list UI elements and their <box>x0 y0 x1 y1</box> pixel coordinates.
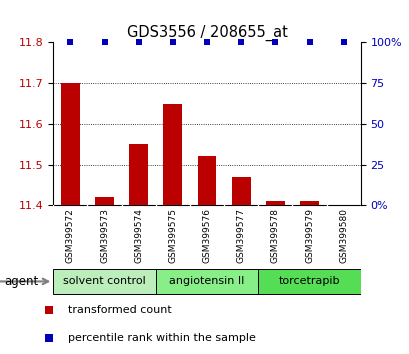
Bar <box>197 156 216 205</box>
Bar <box>231 177 250 205</box>
Text: percentile rank within the sample: percentile rank within the sample <box>67 333 255 343</box>
Text: angiotensin II: angiotensin II <box>169 276 244 286</box>
Bar <box>258 269 360 294</box>
Text: solvent control: solvent control <box>63 276 146 286</box>
Bar <box>155 269 258 294</box>
Text: GSM399575: GSM399575 <box>168 209 177 263</box>
Text: GSM399579: GSM399579 <box>304 209 313 263</box>
Bar <box>163 103 182 205</box>
Bar <box>53 269 155 294</box>
Bar <box>299 201 318 205</box>
Text: GSM399573: GSM399573 <box>100 209 109 263</box>
Text: GSM399574: GSM399574 <box>134 209 143 263</box>
Text: GSM399578: GSM399578 <box>270 209 279 263</box>
Text: agent: agent <box>4 275 38 288</box>
Text: GSM399572: GSM399572 <box>66 209 75 263</box>
Bar <box>129 144 148 205</box>
Bar <box>61 83 80 205</box>
Text: GSM399580: GSM399580 <box>338 209 347 263</box>
Bar <box>265 201 284 205</box>
Text: torcetrapib: torcetrapib <box>278 276 339 286</box>
Text: GSM399577: GSM399577 <box>236 209 245 263</box>
Text: GSM399576: GSM399576 <box>202 209 211 263</box>
Bar <box>95 197 114 205</box>
Text: transformed count: transformed count <box>67 305 171 315</box>
Title: GDS3556 / 208655_at: GDS3556 / 208655_at <box>126 25 287 41</box>
